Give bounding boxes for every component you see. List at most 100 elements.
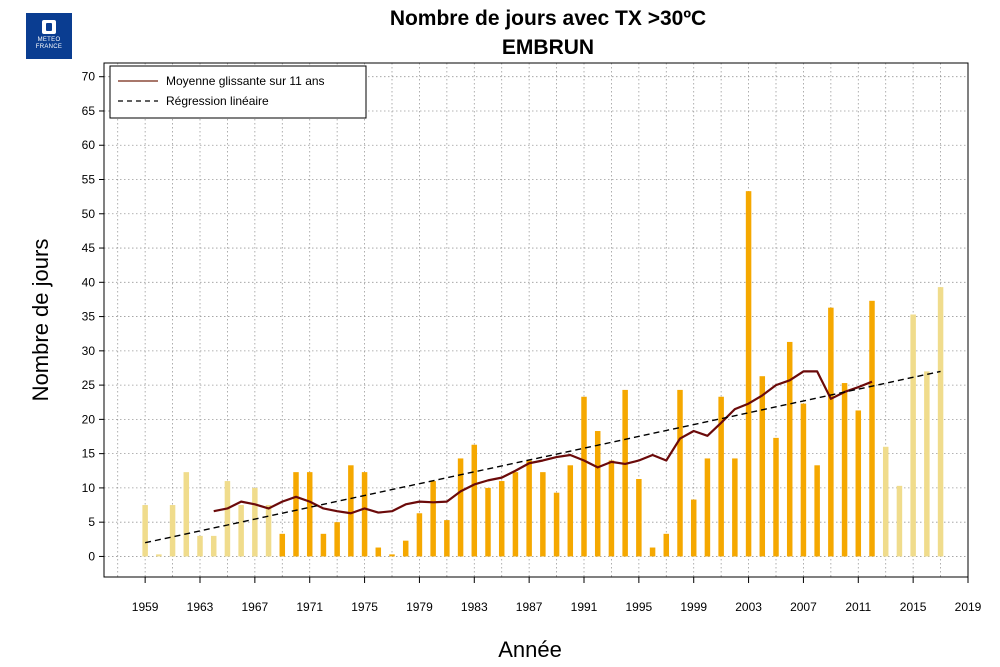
bar-2005 [773, 437, 779, 557]
bar-1980 [430, 481, 436, 557]
bar-2001 [718, 396, 724, 557]
bar-1981 [444, 520, 450, 557]
bar-1998 [677, 389, 683, 557]
bar-1989 [553, 492, 560, 557]
x-tick-label: 2011 [845, 600, 871, 614]
x-tick-label: 1963 [187, 600, 214, 614]
bar-1963 [197, 535, 203, 557]
x-tick-label: 1959 [132, 600, 159, 614]
bar-2009 [828, 307, 834, 557]
x-tick-label: 1987 [516, 600, 543, 614]
bar-1965 [224, 481, 231, 557]
bars [142, 191, 944, 557]
bar-2003 [745, 191, 752, 557]
bar-1975 [361, 472, 368, 557]
y-tick-label: 40 [82, 275, 96, 289]
bar-2016 [924, 371, 930, 557]
bar-1997 [663, 533, 670, 557]
x-tick-label: 1991 [571, 600, 598, 614]
x-tick-label: 1999 [680, 600, 707, 614]
bar-1973 [334, 522, 340, 557]
bar-1983 [471, 444, 478, 557]
x-axis-title: Année [498, 637, 562, 662]
y-tick-label: 5 [88, 515, 95, 529]
bar-2012 [869, 300, 875, 557]
legend-label-regression: Régression linéaire [166, 94, 269, 108]
y-tick-label: 70 [82, 70, 96, 84]
grid [104, 63, 969, 577]
bar-1974 [348, 465, 354, 557]
logo-text-line2: FRANCE [35, 44, 63, 50]
legend-label-moving-average: Moyenne glissante sur 11 ans [166, 74, 325, 88]
x-tick-label: 1983 [461, 600, 488, 614]
bar-1988 [540, 472, 546, 557]
bar-2014 [896, 485, 903, 557]
x-tick-label: 2003 [735, 600, 762, 614]
bar-2017 [937, 287, 944, 557]
x-tick-label: 2019 [955, 600, 982, 614]
moving-average-line [213, 370, 873, 515]
bar-1994 [622, 389, 628, 557]
bar-1987 [526, 460, 532, 557]
legend-box [109, 65, 367, 119]
bar-1993 [608, 460, 615, 557]
bar-1977 [389, 554, 395, 557]
bar-2011 [855, 410, 862, 557]
bar-1999 [690, 499, 697, 557]
bar-1978 [402, 540, 409, 557]
x-axis: 1959 1963 1967 1971 1975 1979 1983 1987 1991 1995… [132, 577, 982, 614]
y-tick-label: 60 [82, 138, 96, 152]
bar-2015 [910, 314, 916, 557]
x-tick-label: 2015 [900, 600, 927, 614]
bar-2002 [732, 458, 738, 557]
y-tick-label: 25 [82, 378, 96, 392]
bar-1969 [279, 533, 286, 557]
y-tick-label: 45 [82, 241, 96, 255]
bar-1964 [210, 535, 217, 557]
bar-1967 [252, 487, 258, 557]
y-tick-label: 0 [88, 549, 95, 563]
y-tick-label: 15 [82, 447, 96, 461]
bar-1979 [416, 513, 423, 557]
bar-1990 [567, 465, 574, 557]
bar-1960 [156, 554, 162, 557]
bar-2004 [759, 376, 766, 557]
y-tick-label: 35 [82, 310, 96, 324]
bar-1970 [293, 472, 299, 557]
y-axis-title: Nombre de jours [28, 239, 53, 402]
x-tick-label: 1967 [242, 600, 269, 614]
bar-1976 [375, 547, 382, 557]
chart-subtitle: EMBRUN [502, 36, 594, 59]
bar-1995 [636, 478, 642, 557]
bar-1962 [183, 472, 190, 557]
y-tick-label: 50 [82, 207, 96, 221]
bar-1996 [649, 547, 656, 557]
plot-frame [103, 62, 969, 578]
y-tick-label: 20 [82, 412, 96, 426]
bar-1991 [581, 396, 587, 557]
x-tick-label: 1975 [351, 600, 378, 614]
bar-2006 [786, 341, 793, 557]
legend: Moyenne glissante sur 11 ans Régression … [109, 65, 367, 119]
chart-title: Nombre de jours avec TX >30ºC [390, 7, 706, 30]
bar-1984 [485, 487, 491, 557]
bar-1966 [238, 505, 244, 557]
series-lines [144, 370, 941, 544]
bar-1985 [498, 481, 505, 557]
bar-1972 [320, 533, 327, 557]
bar-2000 [704, 458, 711, 557]
bar-1992 [594, 431, 601, 557]
y-tick-label: 10 [82, 481, 96, 495]
bar-1968 [265, 505, 272, 557]
bar-1971 [306, 472, 313, 557]
bar-1961 [169, 505, 176, 557]
y-axis: 0 5 10 15 20 25 30 35 40 45 50 55 60 65 70 [82, 70, 104, 563]
logo-text-line1: METEO [37, 37, 61, 43]
meteo-france-logo: METEO FRANCE [26, 13, 72, 59]
y-tick-label: 30 [82, 344, 96, 358]
x-tick-label: 1995 [626, 600, 653, 614]
meteo-france-logo-icon [42, 20, 56, 34]
x-tick-label: 1979 [406, 600, 433, 614]
x-tick-label: 1971 [296, 600, 323, 614]
